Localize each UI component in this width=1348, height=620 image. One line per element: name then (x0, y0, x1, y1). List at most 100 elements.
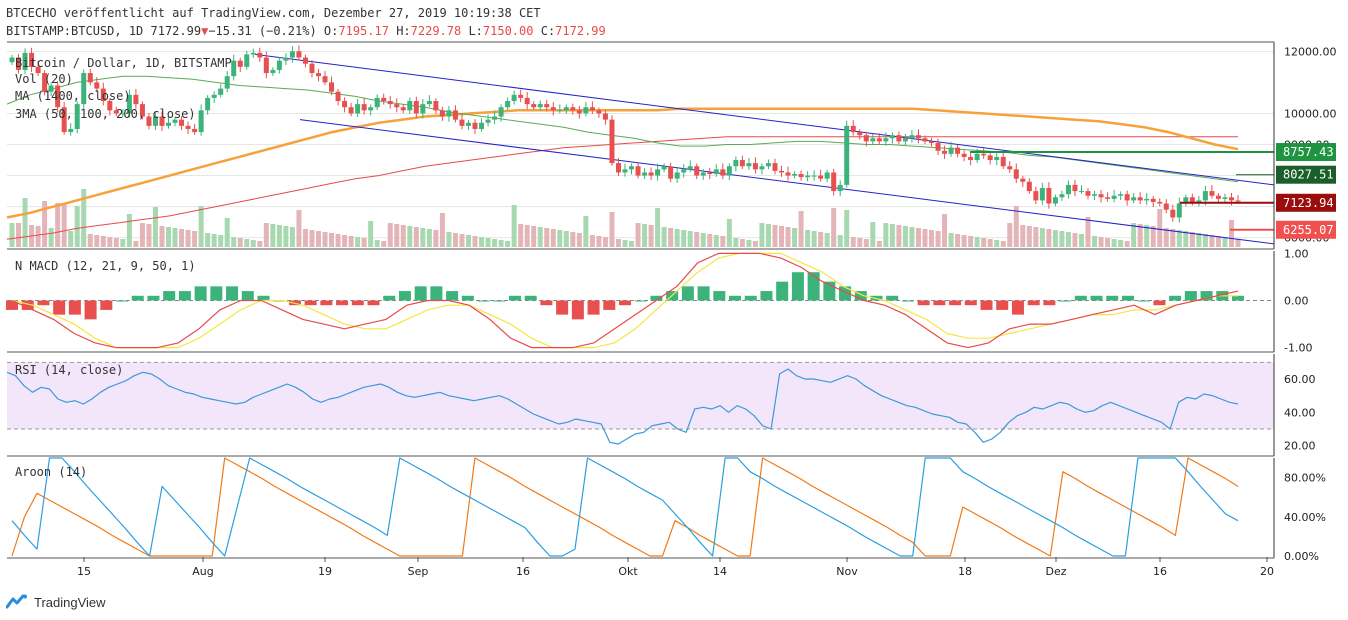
candle-body (94, 82, 100, 89)
candle-body (394, 104, 400, 108)
candle-body (1189, 197, 1195, 202)
volume-bar (237, 238, 243, 247)
macd-hist-bar (760, 291, 773, 301)
price-scales[interactable]: 12000.0010000.009000.008000.007000.00600… (1284, 45, 1337, 563)
macd-hist-bar (430, 286, 443, 301)
candle-body (1085, 191, 1091, 196)
time-tick-label: 14 (713, 565, 727, 578)
symbol-label: BITSTAMP:BTCUSD, 1D 7172.99 (6, 24, 202, 38)
candle-body (642, 172, 648, 176)
volume-bar (81, 189, 87, 247)
candle-body (348, 107, 354, 114)
volume-bar (876, 241, 882, 247)
candle-body (739, 160, 745, 167)
candle-body (876, 138, 882, 142)
volume-bar (765, 224, 771, 247)
low-value: 7150.00 (482, 24, 534, 38)
macd-hist-bar (383, 295, 396, 301)
macd-hist-bar (540, 300, 553, 306)
macd-hist-bar (713, 291, 726, 301)
volume-bar (739, 239, 745, 247)
volume-bar (1098, 237, 1104, 247)
candle-body (511, 94, 517, 102)
candle-body (368, 107, 374, 111)
volume-bar (889, 224, 895, 247)
candle-body (655, 169, 661, 176)
volume-bar (700, 233, 706, 247)
candle-body (35, 66, 41, 74)
volume-bar (524, 225, 530, 247)
candle-body (113, 110, 119, 114)
candle-body (792, 174, 798, 176)
candle-body (570, 107, 576, 111)
time-tick-label: 16 (1153, 565, 1167, 578)
rsi-tick-label: 60.00 (1284, 373, 1316, 386)
volume-bar (922, 229, 928, 247)
volume-bar (342, 235, 348, 247)
volume-bar (1176, 230, 1182, 247)
candle-body (257, 52, 263, 58)
macd-hist-bar (210, 286, 223, 301)
time-tick-label: 20 (1260, 565, 1274, 578)
volume-bar (1189, 232, 1195, 247)
time-axis[interactable]: 15 Aug 19 Sep 16 Okt 14 Nov 18 Dez 16 20 (77, 557, 1274, 578)
brand-name: TradingView (34, 594, 106, 610)
candle-body (831, 172, 837, 192)
macd-hist-bar (1027, 300, 1040, 306)
volume-bar (557, 230, 563, 247)
macd-hist-bar (477, 300, 490, 302)
price-tag-label: 6255.07 (1283, 223, 1334, 237)
candle-body (492, 116, 498, 120)
volume-bar (955, 234, 961, 247)
candle-body (244, 54, 250, 67)
candle-body (192, 128, 198, 133)
volume-bar (1059, 231, 1065, 247)
rsi-legend: RSI (14, close) (15, 363, 123, 377)
macd-hist-bar (68, 300, 81, 315)
volume-bar (492, 239, 498, 247)
macd-hist-bar (1232, 295, 1244, 301)
candle-body (700, 172, 706, 176)
volume-bar (1026, 226, 1032, 247)
close-value: 7172.99 (555, 24, 606, 38)
candles (9, 45, 1241, 223)
footer-brand[interactable]: TradingView (6, 592, 106, 612)
candle-body (622, 169, 628, 173)
volume-bar (107, 237, 113, 247)
candle-body (1000, 156, 1006, 167)
macd-hist-bar (508, 295, 521, 301)
macd-hist-bar (1011, 300, 1024, 315)
candle-body (146, 116, 152, 126)
price-tick-label: 10000.00 (1284, 107, 1337, 120)
candle-body (1222, 197, 1228, 199)
volume-bar (120, 239, 126, 247)
candle-body (909, 135, 915, 139)
macd-hist-bar (320, 300, 333, 306)
trendline-upper (254, 53, 1275, 186)
rsi-pane (6, 361, 1274, 445)
candle-body (707, 172, 713, 175)
volume-bar (615, 239, 621, 247)
volume-bar (1196, 233, 1202, 247)
sma50-line (6, 75, 1239, 183)
candle-body (1033, 191, 1039, 201)
candle-body (531, 104, 537, 108)
volume-bar (335, 234, 341, 247)
volume-bar (1007, 223, 1013, 247)
volume-bar (433, 230, 439, 247)
macd-hist-bar (131, 295, 144, 301)
candle-body (726, 166, 732, 176)
volume-bar (576, 233, 582, 247)
candle-body (198, 110, 204, 133)
candle-body (1183, 197, 1189, 204)
volume-bar (622, 240, 628, 247)
candle-body (635, 166, 641, 176)
candle-body (1144, 198, 1150, 201)
candle-body (289, 51, 295, 58)
volume-bar (805, 230, 811, 247)
time-tick-label: Aug (192, 565, 213, 578)
trading-chart[interactable]: 12000.0010000.009000.008000.007000.00600… (0, 0, 1348, 590)
candle-body (322, 76, 328, 83)
candle-body (420, 104, 426, 114)
candle-body (1065, 184, 1071, 195)
